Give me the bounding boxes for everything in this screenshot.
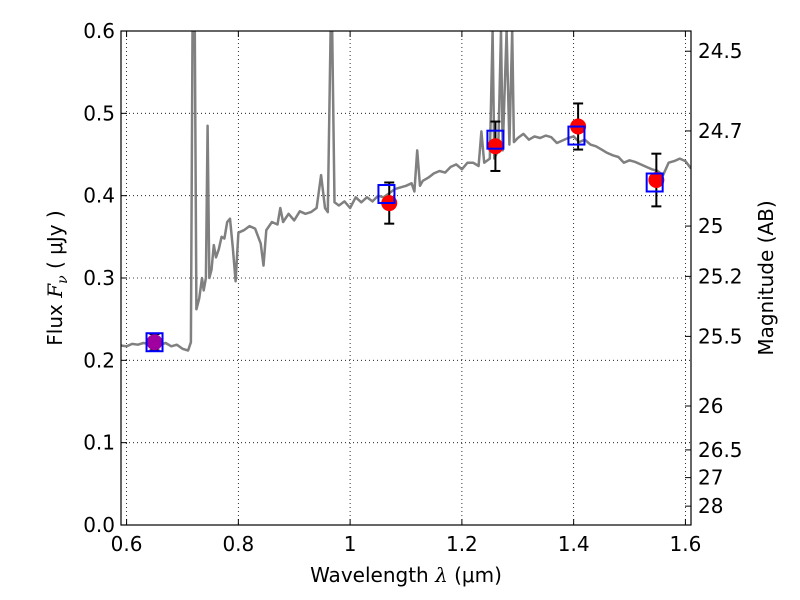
y2-tick-label: 25: [698, 214, 723, 238]
model-band-square: [377, 184, 396, 205]
y2-tick-label: 25.5: [698, 324, 743, 348]
y2-tick-label: 27: [698, 466, 723, 490]
x-tick-label: 1.2: [446, 532, 478, 556]
y2-tick-label: 26: [698, 394, 723, 418]
y2-axis-label: Magnitude (AB): [754, 200, 778, 355]
x-tick-label: 1.4: [558, 532, 590, 556]
model-band-square: [567, 125, 586, 146]
y2-tick-label: 24.5: [698, 39, 743, 63]
model-band-square: [486, 129, 505, 150]
x-axis-label: Wavelength λ (μm): [310, 563, 502, 587]
y2-tick-label: 24.7: [698, 119, 743, 143]
model-spectrum-line: [121, 31, 691, 352]
y-tick-label: 0.5: [83, 101, 115, 125]
y-tick-label: 0.1: [83, 431, 115, 455]
y-tick-label: 0.4: [83, 184, 115, 208]
observed-flux-point: [648, 172, 665, 189]
data-markers: [145, 102, 665, 353]
y-tick-label: 0.0: [83, 513, 115, 537]
x-tick-label: 1: [344, 532, 357, 556]
x-tick-label: 1.6: [670, 532, 702, 556]
y2-tick-label: 28: [698, 494, 723, 518]
model-band-square: [145, 332, 164, 353]
observed-flux-point: [146, 334, 163, 351]
x-tick-label: 0.6: [111, 532, 143, 556]
y-tick-label: 0.2: [83, 348, 115, 372]
y-axis-label: Flux Fν ( μJy ): [43, 210, 71, 345]
x-tick-label: 0.8: [222, 532, 254, 556]
y-tick-label: 0.6: [83, 19, 115, 43]
y2-tick-label: 26.5: [698, 438, 743, 462]
y2-tick-label: 25.2: [698, 264, 743, 288]
axis-ticks: 0.6 0.8 1 1.2 1.4 1.6 0.0 0.1 0.2 0.3 0.4 0.5 0.6 24.…: [83, 19, 742, 556]
model-band-square: [645, 172, 664, 193]
observed-flux-point: [487, 138, 504, 155]
y-tick-label: 0.3: [83, 266, 115, 290]
